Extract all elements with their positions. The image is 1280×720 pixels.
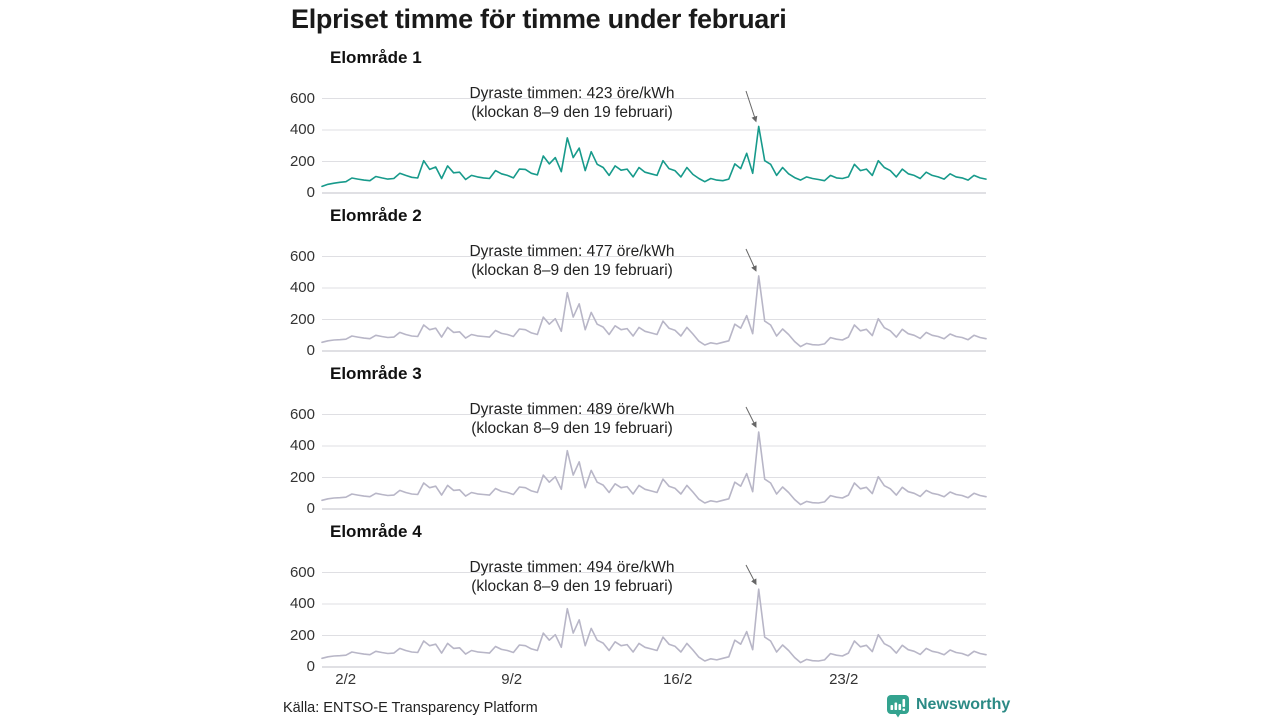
peak-annotation: Dyraste timmen: 489 öre/kWh (klockan 8–9 … [400,401,744,438]
line-chart-elomrade-1 [321,90,987,194]
panel-title-elomrade-3: Elområde 3 [330,364,422,383]
line-chart-elomrade-4 [321,564,987,668]
peak-annotation-line2: (klockan 8–9 den 19 februari) [471,577,673,595]
chart-title: Elpriset timme för timme under februari [291,4,787,34]
annotation-arrow-icon [745,406,757,428]
panel-title-elomrade-2: Elområde 2 [330,206,422,225]
y-tick-label: 200 [289,310,315,328]
line-chart-elomrade-2 [321,248,987,352]
y-tick-label: 0 [306,500,315,517]
peak-annotation-line1: Dyraste timmen: 477 öre/kWh [469,243,675,260]
price-line [321,275,987,348]
x-tick-label: 23/2 [829,671,859,688]
price-line [321,431,987,506]
panel-title-elomrade-4: Elområde 4 [330,522,422,541]
y-tick-label: 0 [306,342,315,359]
x-tick-label: 2/2 [335,671,357,688]
annotation-arrow-icon [745,564,757,586]
y-tick-label: 200 [289,626,315,644]
peak-annotation-line2: (klockan 8–9 den 19 februari) [471,419,673,437]
price-line [321,125,987,188]
y-tick-label: 0 [306,658,315,675]
peak-annotation: Dyraste timmen: 477 öre/kWh (klockan 8–9 … [400,243,744,280]
newsworthy-icon [887,695,909,718]
y-tick-label: 400 [289,279,315,296]
y-tick-label: 200 [289,152,315,170]
y-tick-label: 600 [289,563,315,581]
price-line [321,588,987,664]
y-tick-label: 200 [289,468,315,486]
panel-title-elomrade-1: Elområde 1 [330,48,422,67]
annotation-arrow-icon [745,90,758,123]
peak-annotation-line2: (klockan 8–9 den 19 februari) [471,261,673,279]
peak-annotation-line1: Dyraste timmen: 489 öre/kWh [469,401,675,418]
peak-annotation-line1: Dyraste timmen: 494 öre/kWh [469,559,675,576]
x-tick-label: 16/2 [663,671,693,688]
peak-annotation-line1: Dyraste timmen: 423 öre/kWh [469,85,675,102]
brand-name: Newsworthy [916,696,1011,713]
peak-annotation: Dyraste timmen: 494 öre/kWh (klockan 8–9 … [400,559,744,596]
y-tick-label: 600 [289,247,315,265]
y-tick-label: 400 [289,437,315,454]
y-tick-label: 400 [289,121,315,138]
line-chart-elomrade-3 [321,406,987,510]
x-tick-label: 9/2 [501,671,523,688]
annotation-arrow-icon [745,248,757,272]
peak-annotation-line2: (klockan 8–9 den 19 februari) [471,103,673,121]
source-note: Källa: ENTSO-E Transparency Platform [283,700,538,716]
y-tick-label: 0 [306,184,315,201]
y-tick-label: 400 [289,595,315,612]
peak-annotation: Dyraste timmen: 423 öre/kWh (klockan 8–9 … [400,85,744,122]
y-tick-label: 600 [289,89,315,107]
y-tick-label: 600 [289,405,315,423]
